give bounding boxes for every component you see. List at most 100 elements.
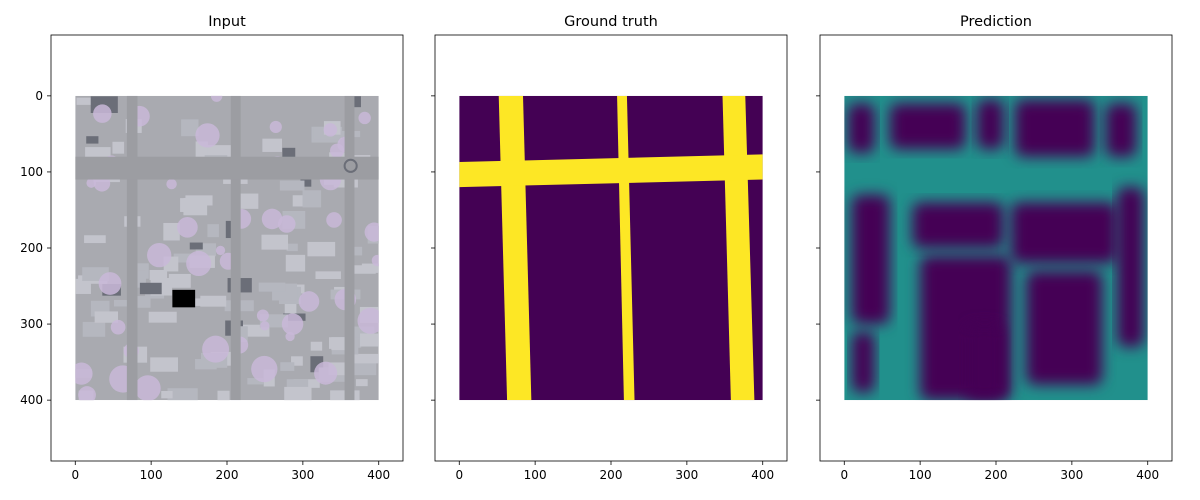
aerial-roof [261,234,289,250]
axes-title: Input [208,14,246,30]
aerial-roof [310,341,323,351]
aerial-roundabout [343,158,358,173]
aerial-tree [371,254,379,267]
prediction-blob-5 [1106,103,1137,157]
aerial-tree [215,245,226,256]
aerial-tree [98,272,122,295]
aerial-tree [75,362,93,385]
y-tick-label: 0 [35,89,43,103]
aerial-roof [163,222,180,241]
x-tick-label: 100 [140,468,163,482]
aerial-tree [326,212,342,228]
aerial-tree [357,307,379,334]
aerial-roof [315,271,341,280]
prediction-blob-10 [1026,270,1103,385]
aerial-tree [166,178,177,190]
aerial-roof [135,296,151,308]
aerial-tree [260,321,270,331]
prediction-blob-3 [977,99,1004,150]
aerial-roof [279,180,305,191]
y-tick-label: 300 [20,317,43,331]
aerial-tree [210,95,223,102]
x-tick-label: 0 [455,468,463,482]
x-tick-label: 200 [216,468,239,482]
aerial-roof [355,379,368,387]
aerial-tree [330,143,345,158]
prediction-blob-6 [851,194,890,325]
aerial-tree [277,215,296,233]
aerial-roof [84,235,106,244]
aerial-roof [280,362,295,371]
aerial-tree [261,208,283,230]
aerial-road-1 [230,95,241,401]
x-tick-label: 200 [985,468,1008,482]
aerial-roof [284,302,297,318]
aerial-roof [167,388,198,401]
axes-title: Ground truth [564,14,658,30]
aerial-road-0 [126,95,138,401]
image-area [459,95,763,401]
x-tick-label: 400 [367,468,390,482]
aerial-roof [240,324,270,337]
aerial-tree [358,111,371,125]
y-tick-label: 200 [20,241,43,255]
aerial-roof [349,246,363,256]
prediction-blob-13 [965,324,1004,401]
aerial-roof [148,311,177,323]
aerial-tree [195,123,220,148]
aerial-roof [181,119,199,137]
axes-title: Prediction [960,14,1032,30]
aerial-tree [298,291,320,312]
aerial-tree [269,120,282,134]
aerial-roof [161,391,173,399]
aerial-tree [147,242,172,268]
aerial-roof [139,282,162,295]
aerial-roof [307,241,336,257]
image-area [844,95,1148,401]
x-tick-label: 300 [675,468,698,482]
aerial-tree [251,355,278,383]
aerial-tree [134,375,161,401]
x-tick-label: 0 [840,468,848,482]
aerial-tree [186,250,212,277]
y-tick-label: 400 [20,393,43,407]
aerial-tree [78,386,96,401]
aerial-roof [207,224,219,238]
aerial-roof [112,141,125,154]
aerial-roof [173,253,197,263]
y-tick-label: 100 [20,165,43,179]
x-tick-label: 300 [1060,468,1083,482]
prediction-blob-11 [1117,187,1144,347]
prediction-blob-12 [851,331,875,393]
aerial-roof [86,136,99,144]
aerial-tree [323,123,338,137]
aerial-roof [150,357,178,372]
prediction-blob-7 [912,202,1004,248]
panel-prediction: Prediction 0 100 200 300 400 [816,14,1173,482]
aerial-roof [285,254,306,272]
aerial-tree [281,313,304,335]
aerial-roof [168,273,191,288]
aerial-roof [180,198,195,212]
aerial-roof [76,97,96,105]
prediction-blob-2 [889,103,966,150]
panel-ground-truth: Ground truth 0 100 200 300 400 [431,14,788,482]
aerial-tree [86,178,97,188]
aerial-roof [207,145,232,158]
aerial-roof [353,353,379,364]
aerial-dark-roof [172,289,196,308]
aerial-tree [314,361,338,385]
image-area [75,95,379,401]
aerial-roof [300,177,312,187]
aerial-road-3 [75,156,379,180]
aerial-roof [331,337,347,351]
aerial-roof [262,138,283,152]
aerial-roof [82,321,106,337]
aerial-tree [177,217,198,238]
aerial-roof [149,269,168,281]
aerial-roof [94,311,119,323]
aerial-tree [364,222,379,242]
aerial-roof [291,356,303,366]
aerial-roof [302,190,322,208]
